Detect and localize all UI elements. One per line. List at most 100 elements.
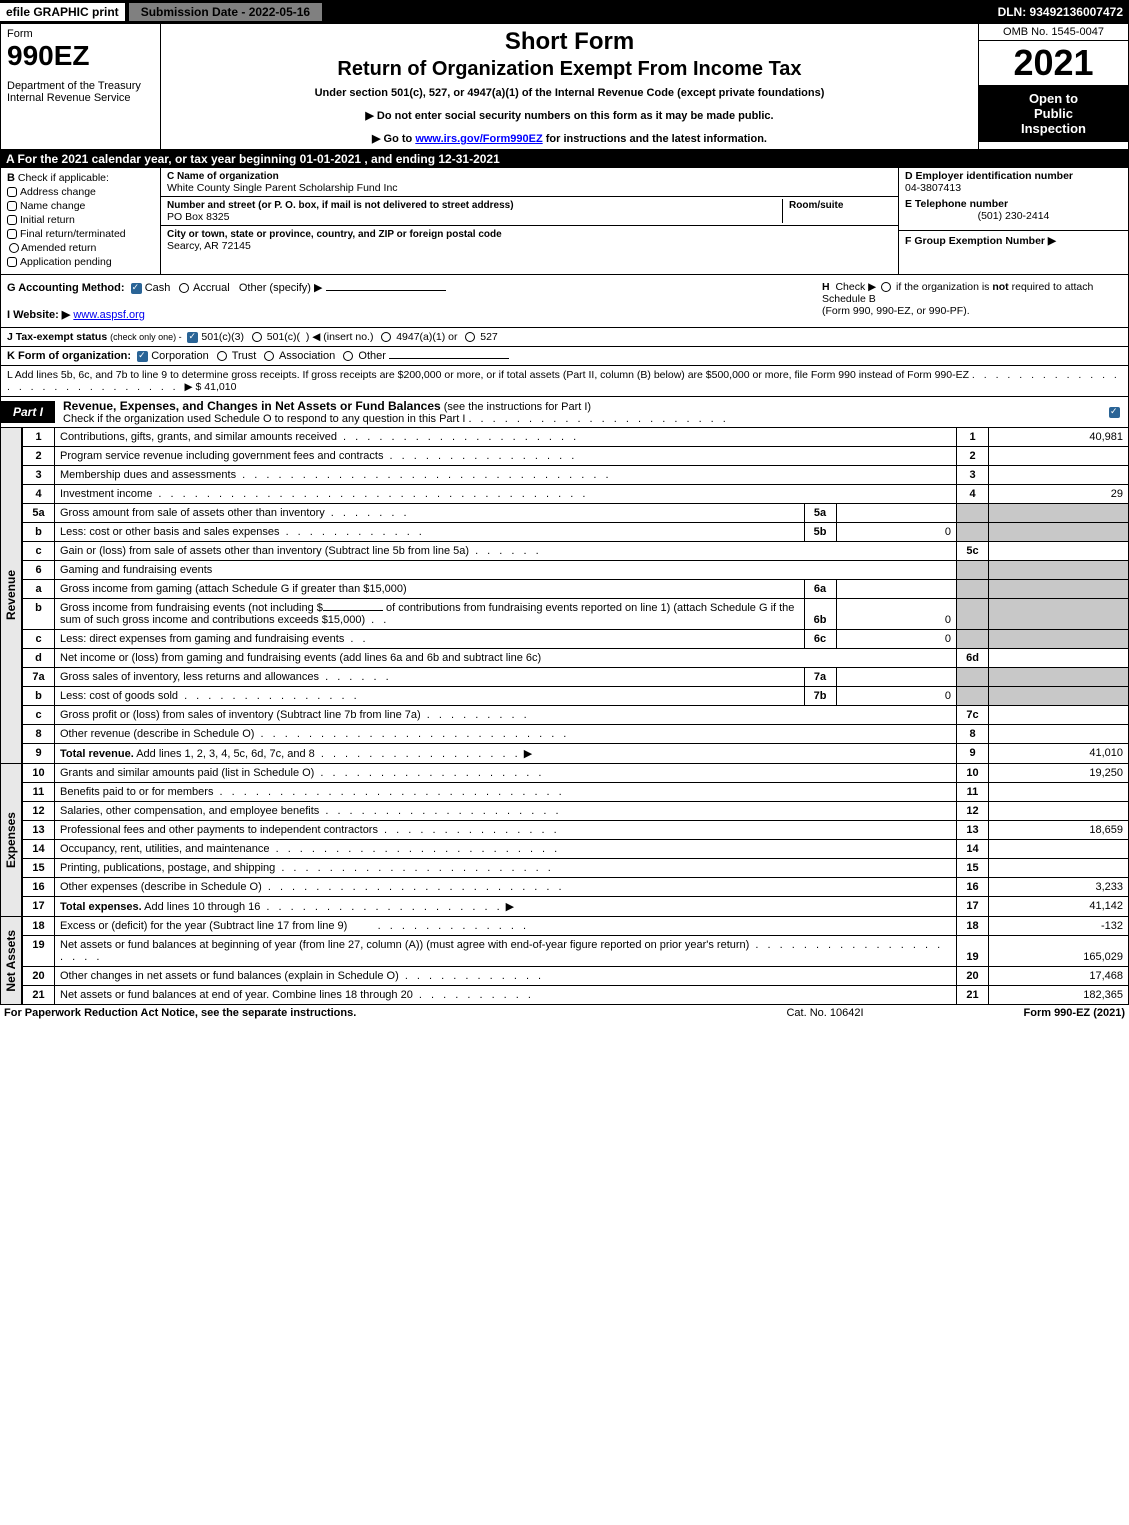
line-num: 17 [23,897,55,917]
line-15: 15Printing, publications, postage, and s… [23,859,1129,878]
cb-amended-return[interactable]: Amended return [7,242,154,254]
checkbox-icon [7,257,17,267]
efile-label[interactable]: efile GRAPHIC print [0,3,125,21]
room-label: Room/suite [789,200,843,211]
irs-link[interactable]: www.irs.gov/Form990EZ [415,133,542,145]
line-num-right: 14 [957,840,989,859]
sub-amount [836,668,956,686]
line-num: 14 [23,840,55,859]
dept-treasury: Department of the Treasury [7,80,154,92]
g-label: G Accounting Method: [7,282,125,294]
line-num-right: 10 [957,764,989,783]
line-num: c [23,542,55,561]
k-trust: Trust [232,350,257,362]
cb-initial-return[interactable]: Initial return [7,214,154,226]
line-amount [989,859,1129,878]
line-amount: 18,659 [989,821,1129,840]
row-gh: G Accounting Method: Cash Accrual Other … [0,275,1129,328]
d-label: D Employer identification number [905,170,1122,182]
sub-label: 6a [804,580,836,598]
shaded-cell [957,561,989,580]
line-amount [989,466,1129,485]
cb-label: Address change [20,186,96,198]
cb-address-change[interactable]: Address change [7,186,154,198]
expenses-section: Expenses 10Grants and similar amounts pa… [0,764,1129,917]
form-id-block: Form 990EZ Department of the Treasury In… [1,24,161,149]
dln: DLN: 93492136007472 [998,5,1129,19]
line-num-right: 3 [957,466,989,485]
line-num-right: 7c [957,706,989,725]
line-num: b [23,599,55,630]
name-label: Name of organization [177,171,279,182]
public: Public [983,106,1124,121]
part1-title-paren: (see the instructions for Part I) [444,401,591,413]
line-num-right: 2 [957,447,989,466]
cb-application-pending[interactable]: Application pending [7,256,154,268]
cb-final-return[interactable]: Final return/terminated [7,228,154,240]
goto-prefix: ▶ Go to [372,133,415,145]
line-num-right: 20 [957,967,989,986]
line-20: 20Other changes in net assets or fund ba… [23,967,1129,986]
other-opt: Other (specify) ▶ [239,282,323,294]
h-text1: Check ▶ [835,281,876,293]
radio-icon [881,282,891,292]
h-text4: (Form 990, 990-EZ, or 990-PF). [822,305,970,317]
irs-label: Internal Revenue Service [7,92,154,104]
cat-no: Cat. No. 10642I [725,1007,925,1019]
line-text: Salaries, other compensation, and employ… [55,802,957,821]
line-text: Net income or (loss) from gaming and fun… [55,649,957,668]
inspection-box: Open to Public Inspection [979,85,1128,142]
line-19: 19Net assets or fund balances at beginni… [23,936,1129,967]
line-num: 7a [23,668,55,687]
line-num: 20 [23,967,55,986]
shaded-cell [989,504,1129,523]
cb-name-change[interactable]: Name change [7,200,154,212]
sub-label: 7b [804,687,836,705]
line-amount: 19,250 [989,764,1129,783]
paperwork-notice: For Paperwork Reduction Act Notice, see … [4,1007,725,1019]
k-assoc: Association [279,350,335,362]
line-num-right: 4 [957,485,989,504]
line-text: Less: cost or other basis and sales expe… [55,523,957,542]
shaded-cell [957,630,989,649]
website-link[interactable]: www.aspsf.org [73,309,145,321]
line-6: 6Gaming and fundraising events [23,561,1129,580]
line-text: Total expenses. Add lines 10 through 16 … [55,897,957,917]
line-text: Benefits paid to or for members . . . . … [55,783,957,802]
line-num-right: 12 [957,802,989,821]
sub-amount: 0 [836,630,956,648]
k-corp: Corporation [151,350,208,362]
submission-date: Submission Date - 2022-05-16 [129,3,322,21]
line-6c: cLess: direct expenses from gaming and f… [23,630,1129,649]
form-ref-year: (2021) [1090,1007,1125,1019]
line-text: Contributions, gifts, grants, and simila… [55,428,957,447]
line-num: c [23,630,55,649]
h-not: not [992,281,1008,293]
street-label: Number and street (or P. O. box, if mail… [167,200,514,211]
line-13: 13Professional fees and other payments t… [23,821,1129,840]
line-21: 21Net assets or fund balances at end of … [23,986,1129,1005]
line-text: Gross income from gaming (attach Schedul… [55,580,957,599]
accrual-opt: Accrual [193,282,230,294]
line-amount: 29 [989,485,1129,504]
line-amount: 40,981 [989,428,1129,447]
schedule-b-check: H Check ▶ if the organization is not req… [822,281,1122,321]
line-num: b [23,523,55,542]
line-5b: bLess: cost or other basis and sales exp… [23,523,1129,542]
checkbox-icon [7,187,17,197]
h-text2: if the organization is [896,281,992,293]
line-text: Other expenses (describe in Schedule O) … [55,878,957,897]
cb-label: Amended return [21,242,96,254]
cb-label: Final return/terminated [20,228,126,240]
line-num: 6 [23,561,55,580]
page-footer: For Paperwork Reduction Act Notice, see … [0,1005,1129,1021]
line-amount: 3,233 [989,878,1129,897]
line-amount [989,542,1129,561]
netassets-section: Net Assets 18Excess or (deficit) for the… [0,917,1129,1005]
line-num-right: 18 [957,917,989,936]
org-name: White County Single Parent Scholarship F… [167,182,398,194]
ssn-warning: ▶ Do not enter social security numbers o… [169,109,970,122]
shaded-cell [957,599,989,630]
line-num-right: 5c [957,542,989,561]
line-text: Gross sales of inventory, less returns a… [55,668,957,687]
